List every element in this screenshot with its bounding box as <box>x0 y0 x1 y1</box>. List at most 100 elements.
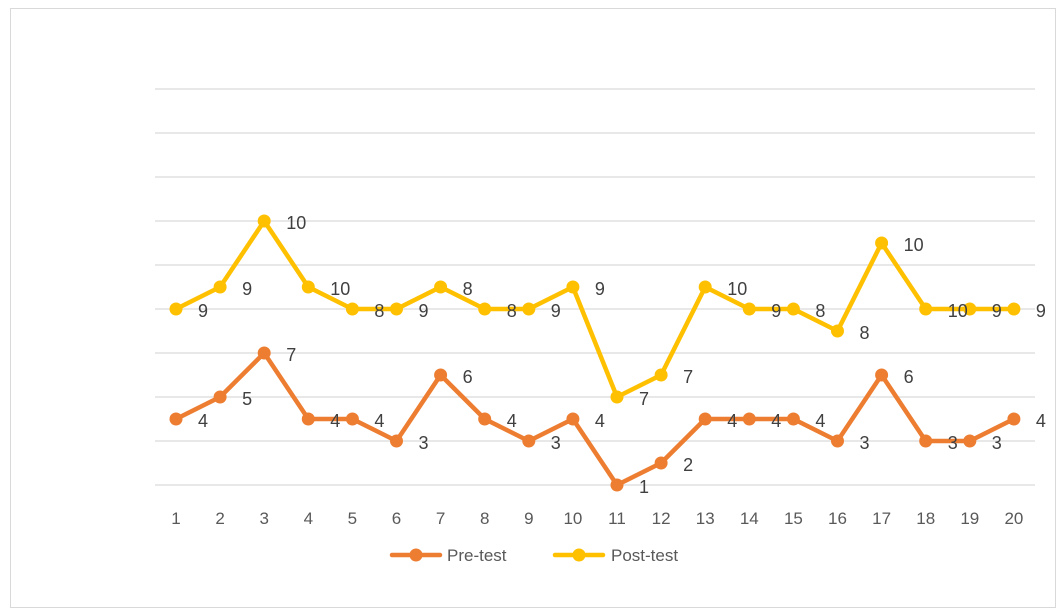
data-label: 3 <box>948 433 958 453</box>
data-label: 9 <box>595 279 605 299</box>
data-label: 8 <box>463 279 473 299</box>
data-label: 9 <box>992 301 1002 321</box>
data-point <box>698 412 712 426</box>
data-point <box>169 412 183 426</box>
data-point <box>566 412 580 426</box>
data-label: 4 <box>507 411 517 431</box>
data-label: 4 <box>1036 411 1046 431</box>
data-point <box>654 456 668 470</box>
x-tick-label: 12 <box>652 509 671 528</box>
data-point <box>875 368 889 382</box>
data-point <box>478 302 492 316</box>
data-label: 9 <box>551 301 561 321</box>
data-point <box>875 236 889 250</box>
data-point <box>345 412 359 426</box>
data-label: 2 <box>683 455 693 475</box>
data-label: 4 <box>771 411 781 431</box>
series-line-post-test <box>173 218 1017 400</box>
data-point <box>478 412 492 426</box>
x-tick-label: 11 <box>608 509 626 528</box>
x-tick-label: 18 <box>916 509 935 528</box>
x-axis-ticks: 1 2 3 4 5 6 7 8 9 10 11 12 13 14 15 16 17 18 19 20 <box>171 509 1023 528</box>
data-point <box>522 434 536 448</box>
x-tick-label: 10 <box>563 509 582 528</box>
data-point <box>434 280 448 294</box>
data-point <box>1007 412 1021 426</box>
x-tick-label: 4 <box>304 509 313 528</box>
data-label: 7 <box>286 345 296 365</box>
data-label: 10 <box>727 279 747 299</box>
data-label: 4 <box>595 411 605 431</box>
data-label: 3 <box>860 433 870 453</box>
x-tick-label: 13 <box>696 509 715 528</box>
data-point <box>919 434 933 448</box>
data-point <box>257 214 271 228</box>
data-point <box>698 280 712 294</box>
x-tick-label: 5 <box>348 509 357 528</box>
data-point <box>831 324 844 338</box>
data-label: 6 <box>463 367 473 387</box>
data-point <box>434 368 448 382</box>
data-label: 10 <box>904 235 924 255</box>
data-label: 3 <box>551 433 561 453</box>
x-tick-label: 6 <box>392 509 401 528</box>
x-tick-label: 17 <box>872 509 891 528</box>
data-point <box>213 390 227 404</box>
x-tick-label: 9 <box>524 509 533 528</box>
data-label: 9 <box>1036 301 1046 321</box>
series-line-pre-test <box>173 350 1017 488</box>
data-label: 7 <box>639 389 649 409</box>
data-label: 8 <box>815 301 825 321</box>
data-point <box>566 280 580 294</box>
data-label: 7 <box>683 367 693 387</box>
data-point <box>1007 302 1021 316</box>
data-label: 4 <box>198 411 208 431</box>
data-label: 6 <box>904 367 914 387</box>
x-tick-label: 19 <box>960 509 979 528</box>
data-point <box>301 280 315 294</box>
data-label: 10 <box>286 213 306 233</box>
data-label: 4 <box>330 411 340 431</box>
data-label: 4 <box>374 411 384 431</box>
data-point <box>345 302 359 316</box>
gridlines <box>155 88 1035 486</box>
data-label: 4 <box>815 411 825 431</box>
data-point <box>963 302 977 316</box>
data-label: 9 <box>771 301 781 321</box>
data-point <box>786 302 800 316</box>
data-label: 8 <box>374 301 384 321</box>
legend: Pre-test Post-test <box>389 546 678 565</box>
data-label: 5 <box>242 389 252 409</box>
series-layer <box>169 214 1021 492</box>
data-point <box>654 368 668 382</box>
legend-label: Post-test <box>611 546 678 565</box>
data-point <box>213 280 227 294</box>
data-point <box>522 302 536 316</box>
x-tick-label: 16 <box>828 509 847 528</box>
data-point <box>963 434 977 448</box>
data-point <box>610 478 624 492</box>
data-label: 8 <box>860 323 870 343</box>
data-label: 9 <box>419 301 429 321</box>
data-label: 3 <box>419 433 429 453</box>
legend-label: Pre-test <box>447 546 507 565</box>
data-point <box>169 302 183 316</box>
data-point <box>919 302 933 316</box>
x-tick-label: 2 <box>215 509 224 528</box>
data-point <box>390 434 403 448</box>
data-label: 9 <box>242 279 252 299</box>
x-tick-label: 15 <box>784 509 803 528</box>
data-label: 1 <box>639 477 649 497</box>
data-label: 10 <box>330 279 350 299</box>
data-label: 8 <box>507 301 517 321</box>
x-tick-label: 14 <box>740 509 759 528</box>
data-point <box>742 302 756 316</box>
data-point <box>786 412 800 426</box>
x-tick-label: 7 <box>436 509 445 528</box>
legend-swatch-marker <box>409 548 423 562</box>
x-tick-label: 8 <box>480 509 489 528</box>
data-point <box>742 412 756 426</box>
x-tick-label: 3 <box>259 509 268 528</box>
data-point <box>831 434 844 448</box>
